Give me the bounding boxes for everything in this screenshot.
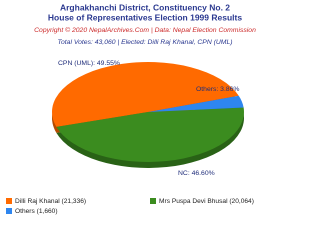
- legend-label: Others (1,660): [15, 208, 58, 215]
- pie-slice: [56, 107, 244, 163]
- legend-swatch: [6, 198, 12, 204]
- legend-label: Dilli Raj Khanal (21,336): [15, 198, 86, 205]
- summary: Total Votes: 43,060 | Elected: Dilli Raj…: [57, 39, 232, 46]
- slice-label: Others: 3.86%: [196, 86, 239, 93]
- slice-label: NC: 46.60%: [178, 170, 215, 177]
- pie-slice: [51, 61, 239, 127]
- chart-subtitle: House of Representatives Election 1999 R…: [48, 12, 242, 22]
- chart: Arghakhanchi District, Constituency No. …: [6, 2, 256, 215]
- legend-label: Mrs Puspa Devi Bhusal (20,064): [159, 198, 254, 205]
- legend-swatch: [150, 198, 156, 204]
- chart-title: Arghakhanchi District, Constituency No. …: [60, 2, 230, 12]
- slice-label: CPN (UML): 49.55%: [58, 60, 120, 67]
- legend-swatch: [6, 208, 12, 214]
- pie-slice: [148, 95, 244, 112]
- copyright: Copyright © 2020 NepalArchives.Com | Dat…: [34, 26, 256, 34]
